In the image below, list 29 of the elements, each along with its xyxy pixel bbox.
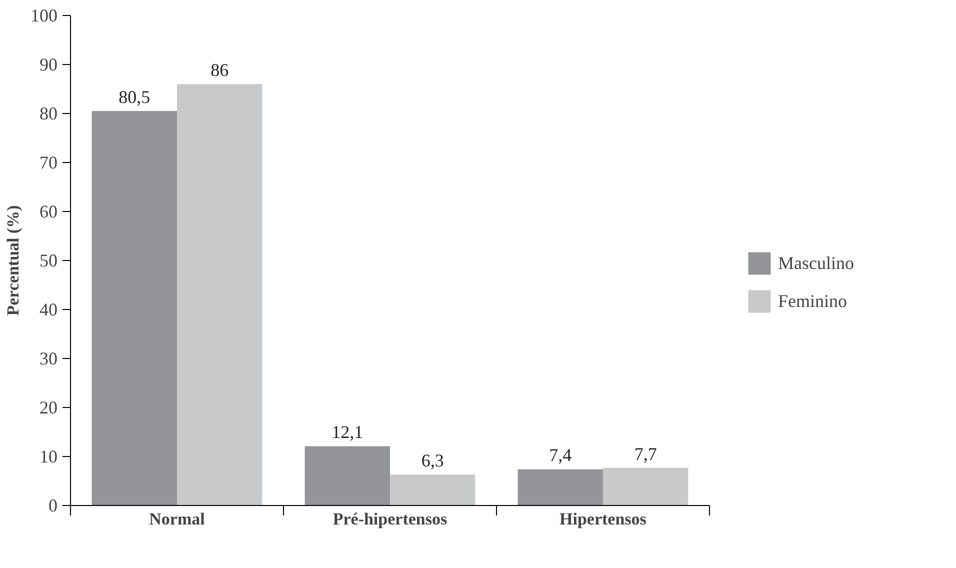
data-label: 80,5 <box>118 87 150 108</box>
data-label: 12,1 <box>332 422 364 442</box>
bar <box>92 111 177 506</box>
y-tick-label: 40 <box>40 300 58 320</box>
y-tick-label: 50 <box>40 250 58 270</box>
x-tick-label: Pré-hipertensos <box>332 510 448 528</box>
legend-label: Feminino <box>778 290 848 312</box>
y-tick-label: 80 <box>40 104 58 124</box>
y-axis-title: Percentual (%) <box>4 205 22 316</box>
y-tick-label: 100 <box>30 6 58 26</box>
bar <box>518 469 603 506</box>
data-label: 86 <box>210 60 229 80</box>
y-tick-label: 70 <box>40 152 58 172</box>
x-tick-label: Normal <box>149 510 206 528</box>
y-tick-label: 90 <box>40 54 58 74</box>
bar <box>602 468 688 506</box>
bar <box>390 474 476 506</box>
x-tick-label: Hipertensos <box>560 510 647 528</box>
y-tick-label: 30 <box>40 348 58 368</box>
data-label: 7,7 <box>634 444 657 464</box>
y-tick-label: 10 <box>40 446 58 466</box>
y-tick-label: 0 <box>48 496 58 516</box>
bar <box>176 84 262 506</box>
data-label: 7,4 <box>549 445 572 466</box>
bar <box>304 446 390 506</box>
y-tick-label: 20 <box>40 398 58 418</box>
legend-label: Masculino <box>778 252 854 274</box>
data-label: 6,3 <box>421 450 444 471</box>
y-tick-label: 60 <box>40 202 58 222</box>
